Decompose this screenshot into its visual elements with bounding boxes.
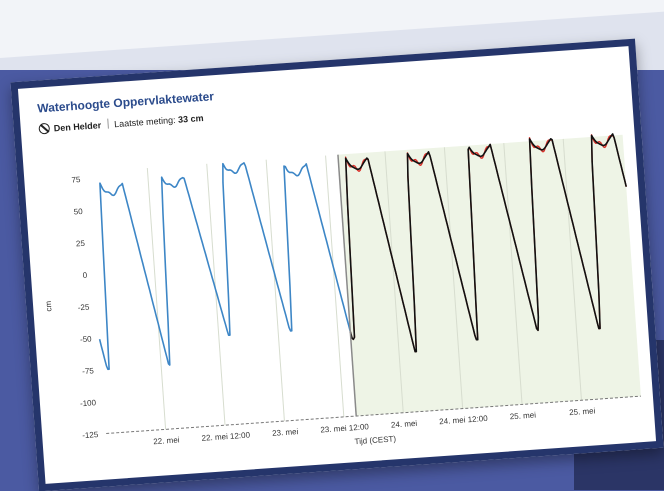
x-tick-label: 24. mei 12:00	[439, 414, 489, 426]
now-marker-line	[337, 154, 357, 417]
y-tick-label: 75	[71, 175, 81, 185]
x-gridline	[265, 159, 285, 422]
x-tick-label: 22. mei	[153, 435, 180, 446]
y-tick-label: -25	[77, 303, 90, 313]
y-tick-label: -100	[80, 398, 97, 408]
x-gridline	[206, 163, 226, 426]
y-tick-label: -50	[80, 334, 93, 344]
x-axis-line	[106, 395, 641, 435]
measured-series-line	[98, 162, 352, 371]
x-gridline	[384, 151, 404, 413]
x-gridline	[562, 138, 582, 401]
chart-card: Waterhoogte Oppervlaktewater Den Helder L…	[10, 38, 664, 491]
y-tick-label: -75	[82, 366, 95, 376]
water-level-chart[interactable]: 75 50 25 0 -25 -50 -75 -100 -125 22. mei 22. mei 1…	[18, 46, 656, 484]
x-gridline	[146, 167, 167, 430]
x-axis-title: Tijd (CEST)	[354, 434, 396, 446]
y-axis-title: cm	[44, 300, 54, 312]
x-tick-label: 25. mei	[569, 406, 596, 417]
forecast-background	[337, 134, 641, 417]
y-tick-label: 50	[73, 207, 83, 217]
y-tick-label: -125	[82, 430, 99, 440]
x-tick-label: 25. mei	[509, 410, 536, 421]
forecast-series-line	[344, 133, 628, 353]
x-gridline	[325, 155, 345, 417]
y-tick-label: 0	[82, 271, 88, 280]
x-tick-label: 22. mei 12:00	[201, 430, 251, 442]
x-tick-label: 23. mei 12:00	[320, 422, 370, 434]
x-tick-label: 23. mei	[272, 427, 299, 438]
x-gridline	[443, 147, 464, 409]
chart-card-wrapper: Waterhoogte Oppervlaktewater Den Helder L…	[10, 38, 664, 491]
y-tick-label: 25	[76, 239, 86, 249]
x-tick-label: 24. mei	[391, 419, 418, 430]
x-gridline	[503, 143, 523, 405]
